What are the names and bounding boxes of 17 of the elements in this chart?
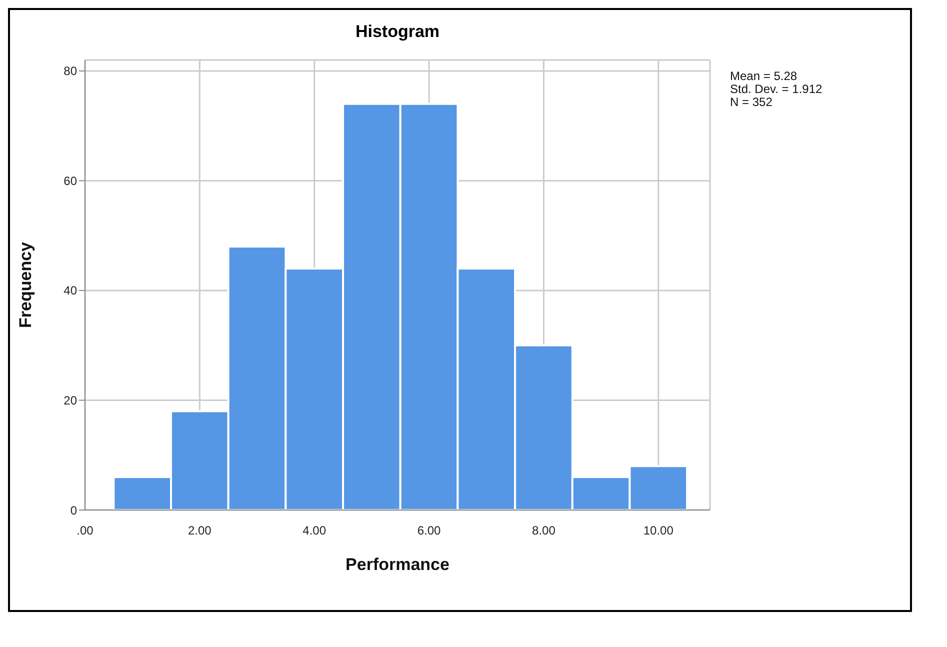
- text: Mean = 5.28: [730, 69, 798, 83]
- y-axis-title: Frequency: [16, 241, 36, 328]
- x-tick-label: 2.00: [188, 524, 212, 538]
- y-tick-label: 80: [64, 64, 78, 78]
- x-tick-label: .00: [76, 524, 94, 538]
- y-tick-label: 0: [70, 503, 78, 518]
- chart-title: Histogram: [354, 21, 441, 43]
- y-tick-label: 20: [64, 394, 78, 408]
- x-tick-label: 6.00: [417, 524, 442, 538]
- x-tick-label: 10.00: [643, 524, 674, 538]
- y-tick-label: 60: [64, 174, 78, 188]
- text: Std. Dev. = 1.912: [730, 82, 822, 96]
- text: N = 352: [730, 95, 774, 109]
- y-tick-label: 40: [64, 284, 78, 298]
- x-axis-title: Performance: [346, 555, 450, 574]
- x-tick-label: 8.00: [532, 524, 556, 538]
- x-tick-label: 4.00: [302, 524, 326, 538]
